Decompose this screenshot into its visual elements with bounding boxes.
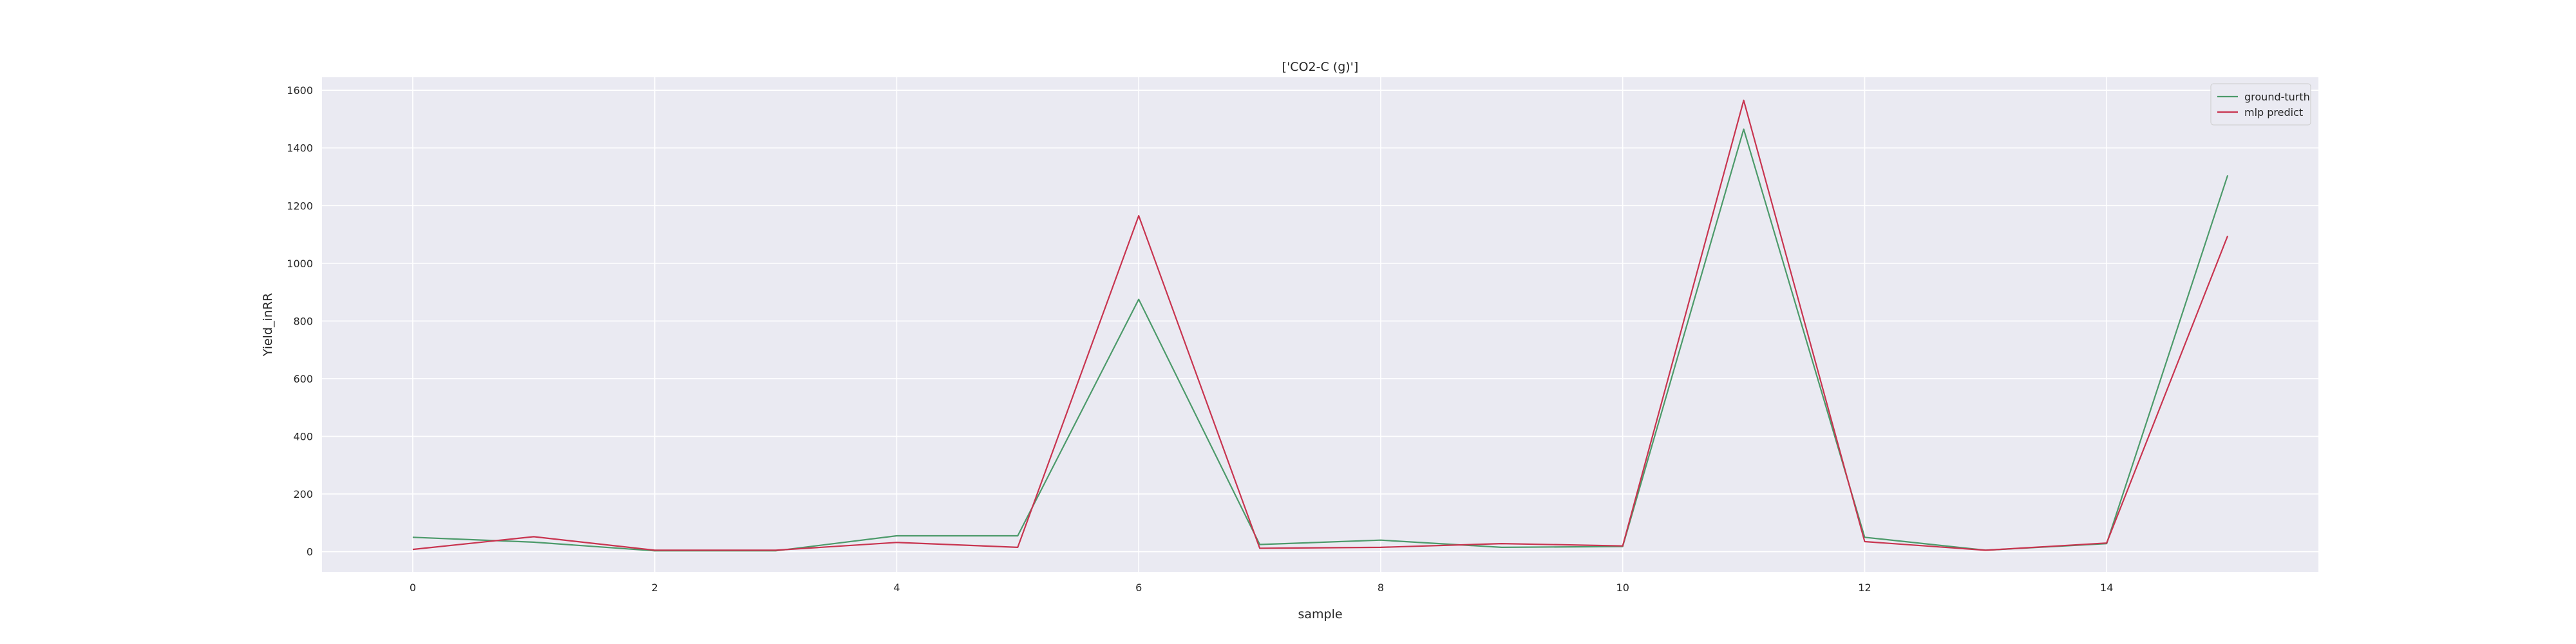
x-axis-title: sample [1298,607,1342,621]
x-tick-label: 14 [2100,582,2113,594]
x-tick-label: 4 [893,582,900,594]
x-tick-label: 6 [1135,582,1142,594]
x-tick-label: 2 [652,582,658,594]
y-tick-label: 1600 [287,84,313,97]
y-tick-label: 1400 [287,142,313,155]
legend: ground-turth mlp predict [2210,83,2311,126]
legend-label: mlp predict [2244,106,2303,118]
y-axis-title: Yield_inRR [261,293,275,357]
y-tick-label: 400 [293,431,313,443]
y-tick-label: 800 [293,315,313,327]
x-tick-label: 10 [1616,582,1629,594]
y-tick-label: 200 [293,488,313,500]
chart-title: ['CO2-C (g)'] [1282,60,1359,74]
legend-label: ground-turth [2244,91,2310,103]
grid [322,77,2318,572]
y-tick-label: 1200 [287,200,313,212]
y-tick-labels: 0 200 400 600 800 1000 1200 1400 1600 [287,84,313,558]
y-tick-label: 1000 [287,258,313,270]
y-tick-label: 600 [293,373,313,385]
series-line-2 [412,99,2229,551]
x-tick-label: 0 [410,582,416,594]
y-tick-label: 0 [307,546,313,558]
x-tick-label: 8 [1378,582,1384,594]
series-lines [412,99,2229,552]
x-tick-labels: 0 2 4 6 8 10 12 14 [410,582,2114,594]
legend-box [2210,83,2311,126]
plot-area [322,77,2318,572]
x-tick-label: 12 [1858,582,1871,594]
